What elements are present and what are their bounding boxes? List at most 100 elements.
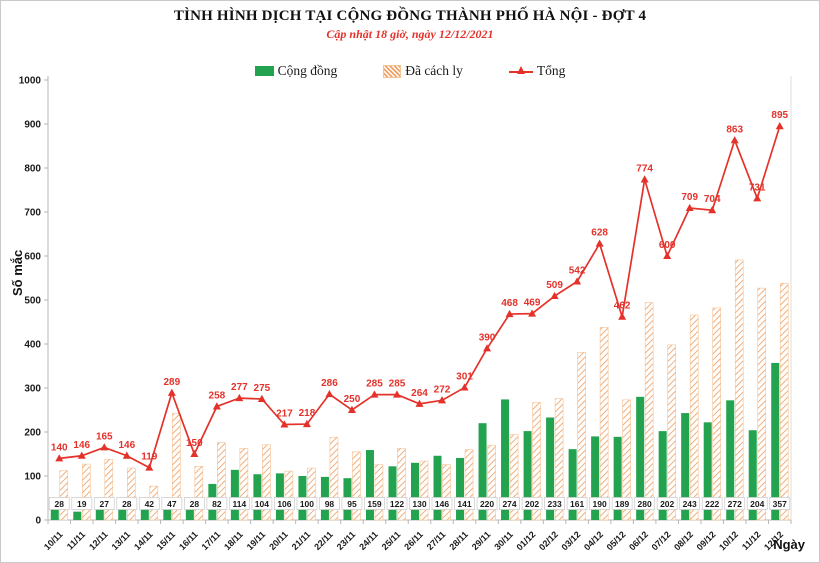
community-value-label: 202 xyxy=(525,499,539,509)
community-value-label: 95 xyxy=(347,499,357,509)
community-value-label: 114 xyxy=(233,499,247,509)
bar-cong-dong xyxy=(95,508,104,520)
total-value-label: 217 xyxy=(276,409,293,420)
svg-text:800: 800 xyxy=(24,164,41,175)
bar-cong-dong xyxy=(50,507,59,520)
total-marker xyxy=(325,389,334,398)
total-marker xyxy=(505,309,514,318)
svg-text:200: 200 xyxy=(24,428,41,439)
bar-da-cach-ly xyxy=(779,282,789,521)
svg-text:25/11: 25/11 xyxy=(380,529,403,552)
total-value-label: 150 xyxy=(186,438,203,449)
community-value-label: 28 xyxy=(122,499,132,509)
total-value-label: 542 xyxy=(569,266,586,277)
total-marker xyxy=(550,291,559,300)
community-value-label: 27 xyxy=(100,499,110,509)
svg-text:10/11: 10/11 xyxy=(42,529,65,552)
svg-text:29/11: 29/11 xyxy=(470,529,493,552)
svg-text:1000: 1000 xyxy=(19,76,42,87)
chart-legend: Cộng đồng Đã cách ly Tổng xyxy=(1,61,819,81)
total-marker xyxy=(730,136,739,144)
svg-text:700: 700 xyxy=(24,208,41,219)
community-value-label: 98 xyxy=(325,499,335,509)
svg-text:100: 100 xyxy=(24,472,41,483)
green-bar-swatch-icon xyxy=(254,66,274,76)
bar-da-cach-ly xyxy=(487,444,496,521)
bar-cong-dong xyxy=(568,449,577,520)
total-value-label: 218 xyxy=(299,408,316,419)
bar-cong-dong xyxy=(388,466,397,520)
svg-text:600: 600 xyxy=(24,252,41,263)
total-line-layer: 140 146 165 146 119 289 150 258 277 275 217 218 286 2… xyxy=(51,110,789,471)
bar-da-cach-ly xyxy=(442,464,451,521)
total-marker xyxy=(370,390,379,398)
community-value-labels-layer: 28 19 27 28 42 47 28 82 114 104 106 100 98 95 159 122 13… xyxy=(48,497,791,510)
total-value-label: 709 xyxy=(681,192,698,203)
total-marker xyxy=(460,383,469,391)
bar-da-cach-ly xyxy=(712,307,721,521)
bar-da-cach-ly xyxy=(689,314,699,521)
total-marker xyxy=(618,312,627,320)
svg-text:30/11: 30/11 xyxy=(492,529,515,552)
community-value-label: 222 xyxy=(705,499,719,509)
bar-cong-dong xyxy=(748,430,757,520)
bar-cong-dong xyxy=(411,462,419,520)
community-value-label: 204 xyxy=(750,499,764,509)
svg-text:18/11: 18/11 xyxy=(222,529,245,552)
total-marker xyxy=(280,420,289,428)
total-value-label: 275 xyxy=(254,383,271,394)
legend-label-tong: Tổng xyxy=(536,63,566,78)
bar-da-cach-ly xyxy=(419,460,429,521)
bar-da-cach-ly xyxy=(104,458,114,521)
total-marker xyxy=(708,206,717,214)
svg-text:500: 500 xyxy=(24,296,41,307)
svg-text:27/11: 27/11 xyxy=(425,529,448,552)
bar-da-cach-ly xyxy=(217,442,226,521)
total-value-label: 140 xyxy=(51,442,68,453)
total-marker xyxy=(483,344,492,352)
svg-text:14/11: 14/11 xyxy=(132,529,155,552)
total-marker xyxy=(392,390,401,398)
total-marker xyxy=(302,419,311,428)
bar-cong-dong xyxy=(433,455,442,520)
total-value-label: 469 xyxy=(524,298,541,309)
total-marker xyxy=(595,239,604,247)
total-marker xyxy=(100,443,109,451)
total-marker xyxy=(775,122,784,130)
svg-text:05/12: 05/12 xyxy=(605,529,628,552)
bar-da-cach-ly xyxy=(464,449,474,521)
bar-da-cach-ly xyxy=(81,463,91,521)
bar-da-cach-ly xyxy=(577,352,586,521)
svg-text:08/12: 08/12 xyxy=(672,529,695,552)
bar-da-cach-ly xyxy=(644,302,654,521)
svg-text:13/11: 13/11 xyxy=(110,529,133,552)
total-marker xyxy=(55,454,64,462)
bar-cong-dong xyxy=(140,501,149,520)
x-axis-ticks: 10/11 11/11 12/11 13/11 14/11 15/11 16/11 17/11… xyxy=(42,520,792,552)
community-value-label: 243 xyxy=(683,499,697,509)
community-value-label: 280 xyxy=(638,499,652,509)
legend-label-da-cach-ly: Đã cách ly xyxy=(405,63,463,78)
svg-text:04/12: 04/12 xyxy=(582,529,605,552)
total-marker xyxy=(235,393,244,402)
bar-da-cach-ly xyxy=(59,470,69,521)
community-value-label: 82 xyxy=(212,499,222,509)
community-value-label: 233 xyxy=(547,499,561,509)
community-value-label: 47 xyxy=(167,499,177,509)
svg-text:07/12: 07/12 xyxy=(650,529,673,552)
community-value-label: 104 xyxy=(255,499,269,509)
total-value-label: 119 xyxy=(141,452,158,463)
svg-text:20/11: 20/11 xyxy=(267,529,290,552)
svg-text:21/11: 21/11 xyxy=(290,529,313,552)
total-marker xyxy=(573,277,582,285)
community-value-label: 272 xyxy=(728,499,742,509)
bar-cong-dong xyxy=(681,413,690,520)
bar-da-cach-ly xyxy=(307,467,316,521)
bar-da-cach-ly xyxy=(352,451,361,521)
total-value-label: 468 xyxy=(501,298,518,309)
svg-text:24/11: 24/11 xyxy=(357,529,380,552)
community-value-label: 42 xyxy=(145,499,155,509)
svg-text:10/12: 10/12 xyxy=(717,529,740,552)
community-value-label: 106 xyxy=(277,499,291,509)
